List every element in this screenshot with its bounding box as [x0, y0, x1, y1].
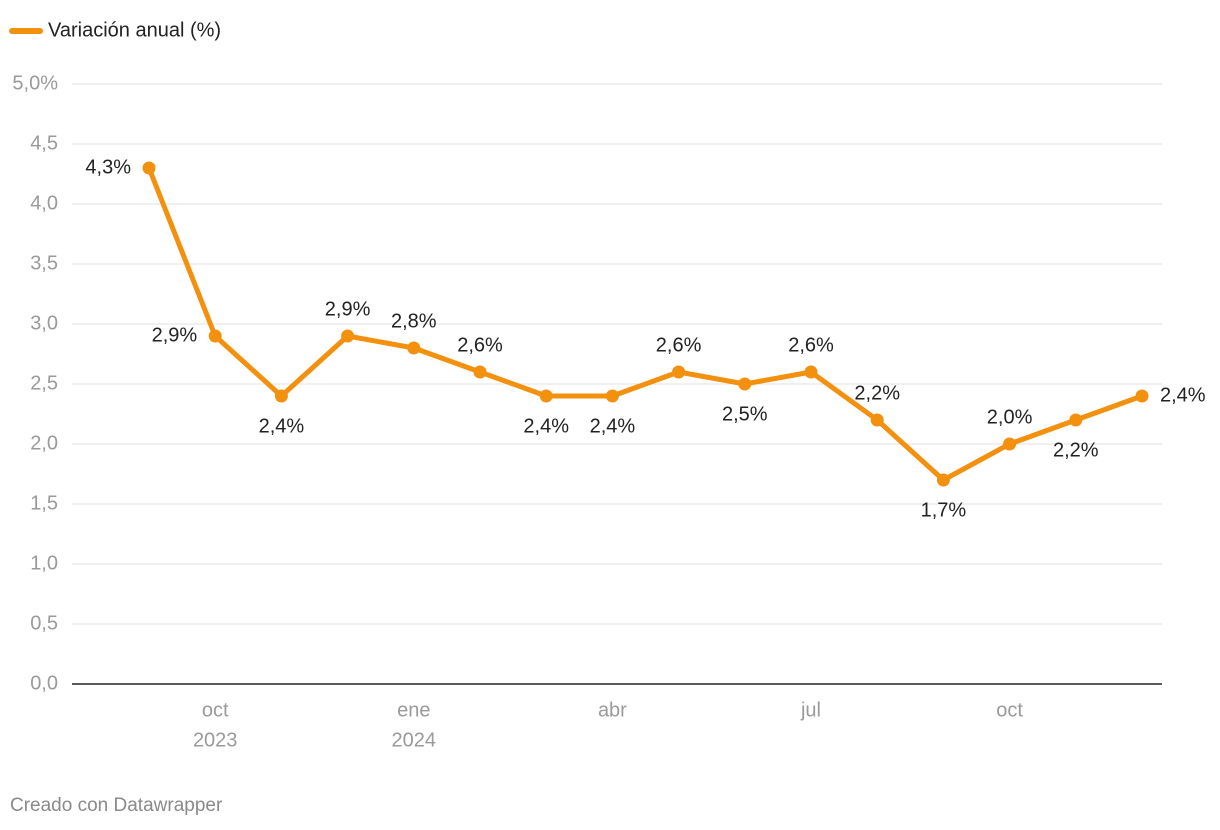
value-label: 2,4%	[523, 415, 569, 437]
point	[1069, 413, 1083, 427]
x-tick-label: ene	[397, 699, 430, 721]
point	[142, 161, 156, 175]
y-tick-label: 1,0	[30, 552, 58, 574]
x-tick-label: abr	[598, 699, 627, 721]
value-label: 2,4%	[590, 415, 636, 437]
value-label: 2,6%	[656, 334, 702, 356]
x-tick-label: oct	[996, 699, 1023, 721]
y-tick-label: 3,0	[30, 312, 58, 334]
x-tick-label: 2024	[392, 729, 437, 751]
value-label: 2,2%	[854, 382, 900, 404]
point	[605, 389, 619, 403]
point	[407, 341, 421, 355]
point	[274, 389, 288, 403]
point	[936, 473, 950, 487]
value-label: 2,4%	[1160, 384, 1206, 406]
x-tick-label: 2023	[193, 729, 238, 751]
point	[738, 377, 752, 391]
value-label: 2,5%	[722, 403, 768, 425]
point	[672, 365, 686, 379]
footer: Creado con Datawrapper	[10, 795, 223, 816]
value-label: 2,9%	[325, 298, 371, 320]
value-label: 2,9%	[152, 324, 198, 346]
x-tick-label: oct	[202, 699, 229, 721]
point	[1003, 437, 1017, 451]
legend-label: Variación anual (%)	[48, 19, 221, 41]
point	[804, 365, 818, 379]
value-label: 4,3%	[85, 156, 131, 178]
y-tick-label: 4,5	[30, 132, 58, 154]
point	[1135, 389, 1149, 403]
value-label: 2,6%	[788, 334, 834, 356]
y-tick-label: 3,5	[30, 252, 58, 274]
value-label: 2,4%	[259, 415, 305, 437]
point	[870, 413, 884, 427]
value-label: 2,2%	[1053, 439, 1099, 461]
point	[539, 389, 553, 403]
y-tick-label: 5,0%	[12, 72, 58, 94]
y-tick-label: 2,5	[30, 372, 58, 394]
value-label: 2,0%	[987, 406, 1033, 428]
x-tick-label: jul	[800, 699, 821, 721]
value-label: 1,7%	[921, 499, 967, 521]
point	[473, 365, 487, 379]
value-label: 2,8%	[391, 310, 437, 332]
y-tick-label: 0,5	[30, 612, 58, 634]
line	[146, 167, 1143, 483]
point	[208, 329, 222, 343]
value-label: 2,6%	[457, 334, 503, 356]
y-tick-label: 1,5	[30, 492, 58, 514]
y-tick-label: 0,0	[30, 672, 58, 694]
y-tick-label: 2,0	[30, 432, 58, 454]
point	[341, 329, 355, 343]
y-tick-label: 4,0	[30, 192, 58, 214]
